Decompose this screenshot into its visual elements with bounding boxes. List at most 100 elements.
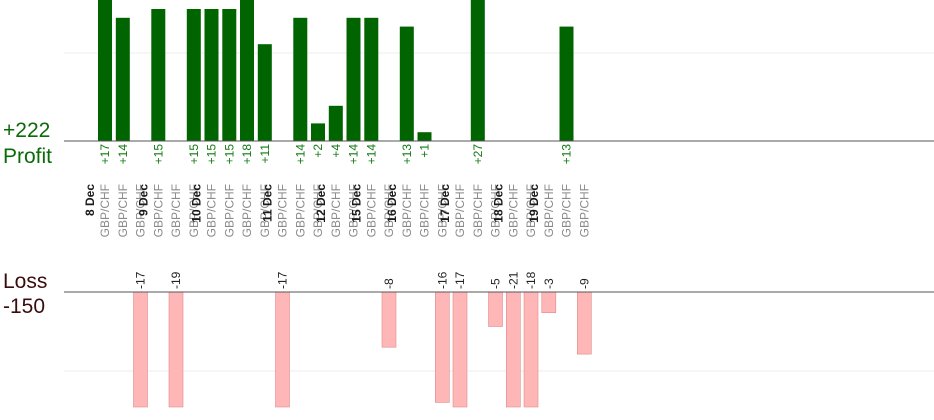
- date-label: 9 Dec: [136, 184, 150, 216]
- pair-label: GBP/CHF: [293, 184, 307, 237]
- loss-value-label: -3: [542, 278, 556, 289]
- loss-bar: [434, 291, 450, 403]
- loss-value-label: -17: [276, 271, 290, 289]
- loss-value-label: -9: [577, 278, 591, 289]
- pair-label: GBP/CHF: [347, 184, 361, 237]
- bars-layer: [98, 0, 592, 408]
- pair-label: GBP/CHF: [187, 184, 201, 237]
- profit-value-label: +1: [418, 144, 432, 158]
- profit-bar: [559, 26, 574, 142]
- loss-value-label: -17: [453, 271, 467, 289]
- pair-label: GBP/CHF: [382, 184, 396, 237]
- date-label: 19 Dec: [527, 184, 541, 223]
- loss-value-label: -21: [506, 271, 520, 289]
- pair-label: GBP/CHF: [205, 184, 219, 237]
- profit-label: Profit: [3, 145, 52, 168]
- pair-label: GBP/CHF: [240, 184, 254, 237]
- pair-label: GBP/CHF: [329, 184, 343, 237]
- profit-bar: [186, 9, 201, 141]
- loss-value-label: -5: [489, 278, 503, 289]
- profit-value-label: +17: [98, 144, 112, 165]
- pair-label: GBP/CHF: [134, 184, 148, 237]
- profit-bar: [346, 17, 361, 141]
- pair-label: GBP/CHF: [435, 184, 449, 237]
- profit-value-label: +13: [560, 144, 574, 165]
- profit-bar: [470, 0, 485, 141]
- loss-bar: [505, 291, 521, 408]
- profit-value-label: +15: [187, 144, 201, 165]
- pair-label: GBP/CHF: [524, 184, 538, 237]
- date-label: 11 Dec: [261, 184, 275, 222]
- profit-value-label: +15: [205, 144, 219, 165]
- pair-label: GBP/CHF: [471, 184, 485, 237]
- pair-label: GBP/CHF: [151, 184, 165, 237]
- pair-label: GBP/CHF: [276, 184, 290, 237]
- profit-bar: [293, 17, 308, 141]
- profit-value-label: +14: [364, 144, 378, 165]
- pair-label: GBP/CHF: [577, 184, 591, 237]
- loss-bar: [523, 291, 539, 408]
- profit-total: +222: [3, 119, 50, 142]
- pair-label: GBP/CHF: [311, 184, 325, 237]
- loss-value-label: -18: [524, 271, 538, 289]
- pair-label: GBP/CHF: [222, 184, 236, 237]
- loss-bar: [452, 291, 468, 408]
- loss-bar: [541, 291, 557, 314]
- profit-value-label: +2: [311, 144, 325, 158]
- profit-bar: [328, 105, 343, 141]
- profit-value-label: +11: [258, 144, 272, 164]
- profit-bar: [311, 123, 325, 141]
- pair-label: GBP/CHF: [542, 184, 556, 237]
- date-label: 10 Dec: [190, 184, 204, 223]
- pair-label: GBP/CHF: [560, 184, 574, 237]
- pair-label: GBP/CHF: [364, 184, 378, 237]
- loss-total: -150: [3, 295, 45, 318]
- pair-label: GBP/CHF: [418, 184, 432, 237]
- pair-label: GBP/CHF: [506, 184, 520, 237]
- profit-value-label: +14: [116, 144, 130, 165]
- profit-value-label: +27: [471, 144, 485, 165]
- pair-label: GBP/CHF: [453, 184, 467, 237]
- pair-label: GBP/CHF: [489, 184, 503, 237]
- loss-value-label: -17: [134, 271, 148, 289]
- loss-value-label: -19: [169, 271, 183, 289]
- loss-bar: [133, 291, 148, 408]
- loss-label: Loss: [3, 270, 47, 293]
- date-label: 18 Dec: [491, 184, 505, 223]
- loss-value-label: -16: [435, 271, 449, 289]
- profit-bar: [115, 17, 130, 141]
- loss-bar: [275, 291, 290, 408]
- pair-label: GBP/CHF: [400, 184, 414, 237]
- loss-bar: [488, 291, 503, 327]
- loss-bar: [576, 291, 592, 355]
- date-label: 16 Dec: [385, 184, 399, 223]
- profit-bar: [417, 132, 432, 141]
- profit-bar: [222, 9, 237, 141]
- date-label: 15 Dec: [349, 184, 363, 223]
- pair-label: GBP/CHF: [258, 184, 272, 237]
- profit-value-label: +15: [151, 144, 165, 165]
- date-label: 12 Dec: [314, 184, 328, 223]
- profit-value-label: +4: [329, 144, 343, 158]
- profit-bar: [151, 9, 166, 141]
- date-label: 8 Dec: [83, 184, 97, 216]
- profit-bar: [204, 9, 219, 141]
- profit-bar: [364, 17, 379, 141]
- profit-value-label: +15: [222, 144, 236, 165]
- profit-value-label: +14: [293, 144, 307, 165]
- loss-value-label: -8: [382, 278, 396, 289]
- pair-label: GBP/CHF: [169, 184, 183, 237]
- profit-value-label: +13: [400, 144, 414, 165]
- profit-value-label: +18: [240, 144, 254, 165]
- profit-bar: [257, 44, 272, 142]
- profit-bar: [399, 26, 414, 142]
- profit-bar: [98, 0, 112, 141]
- profit-bar: [240, 0, 254, 141]
- profit-value-label: +14: [347, 144, 361, 165]
- pair-label: GBP/CHF: [116, 184, 130, 237]
- pair-label: GBP/CHF: [98, 184, 112, 237]
- loss-bar: [381, 291, 397, 348]
- labels-layer: +17 +14-17+15-19+15 +15 +15 +18 +11-17+14 +2 +4…: [83, 144, 591, 289]
- loss-bar: [168, 291, 184, 408]
